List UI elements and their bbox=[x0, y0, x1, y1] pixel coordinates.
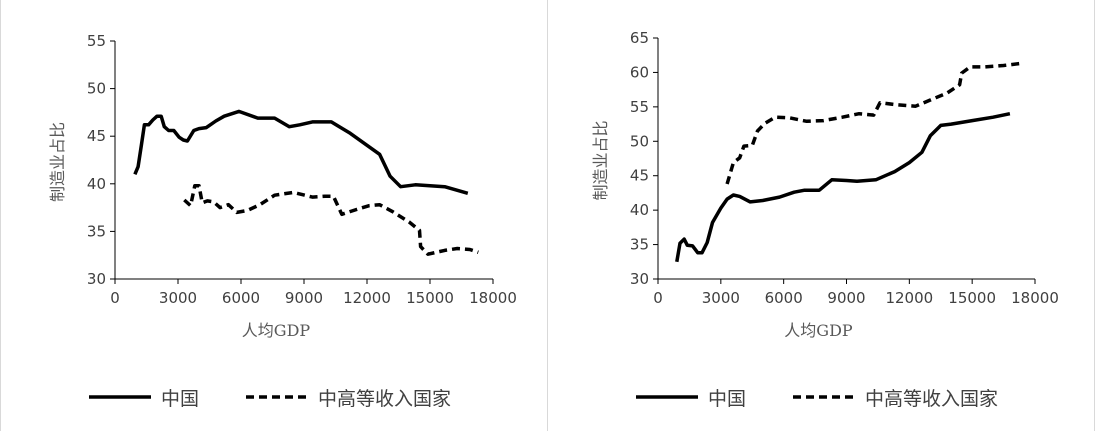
legend-label-china: 中国 bbox=[708, 388, 746, 410]
y-tick-label: 40 bbox=[630, 201, 649, 219]
x-tick-label: 12000 bbox=[885, 289, 933, 307]
x-tick-label: 18000 bbox=[1011, 289, 1059, 307]
x-tick-label: 9000 bbox=[827, 289, 865, 307]
left-chart-panel: 中国 中高等收入国家 0 3000 6000 9000 12000 15000 18000 3… bbox=[0, 0, 548, 431]
y-tick-label: 50 bbox=[630, 132, 649, 150]
x-tick-label: 6000 bbox=[222, 289, 260, 307]
y-tick-label: 55 bbox=[630, 98, 649, 116]
x-tick-label: 15000 bbox=[948, 289, 996, 307]
y-tick-label: 40 bbox=[87, 175, 106, 193]
x-tick-label: 9000 bbox=[285, 289, 323, 307]
x-tick-label: 6000 bbox=[765, 289, 803, 307]
y-tick-label: 60 bbox=[630, 63, 649, 81]
y-axis-title: 制造业占比 bbox=[591, 120, 610, 200]
series-line-china bbox=[133, 109, 469, 195]
right-chart: 中国 中高等收入国家 0 3000 6000 9000 12000 15000 18000 3… bbox=[591, 29, 1059, 410]
left-chart: 中国 中高等收入国家 0 3000 6000 9000 12000 15000 18000 3… bbox=[48, 32, 517, 410]
y-tick-label: 35 bbox=[630, 236, 649, 254]
y-tick-label: 45 bbox=[630, 167, 649, 185]
legend-label-china: 中国 bbox=[161, 388, 199, 410]
x-tick-label: 0 bbox=[110, 289, 120, 307]
y-tick-label: 50 bbox=[87, 80, 106, 98]
x-tick-label: 0 bbox=[653, 289, 663, 307]
series-line-upper-middle-income bbox=[725, 61, 1021, 185]
y-axis-title: 制造业占比 bbox=[48, 122, 67, 202]
x-axis-title: 人均GDP bbox=[784, 321, 853, 340]
legend-label-upper-middle: 中高等收入国家 bbox=[318, 388, 451, 410]
right-chart-panel: 中国 中高等收入国家 0 3000 6000 9000 12000 15000 18000 3… bbox=[548, 0, 1095, 431]
x-tick-label: 18000 bbox=[469, 289, 517, 307]
x-axis-title: 人均GDP bbox=[242, 321, 311, 340]
x-tick-label: 15000 bbox=[406, 289, 454, 307]
series-line-upper-middle-income bbox=[183, 183, 479, 256]
y-tick-label: 30 bbox=[630, 270, 649, 288]
x-tick-label: 3000 bbox=[159, 289, 197, 307]
y-tick-label: 55 bbox=[87, 32, 106, 50]
legend-label-upper-middle: 中高等收入国家 bbox=[865, 388, 998, 410]
y-tick-label: 35 bbox=[87, 222, 106, 240]
x-tick-label: 3000 bbox=[702, 289, 740, 307]
y-tick-label: 45 bbox=[87, 127, 106, 145]
y-tick-label: 65 bbox=[630, 29, 649, 47]
x-tick-label: 12000 bbox=[343, 289, 391, 307]
y-tick-label: 30 bbox=[87, 270, 106, 288]
series-line-china bbox=[675, 111, 1011, 263]
